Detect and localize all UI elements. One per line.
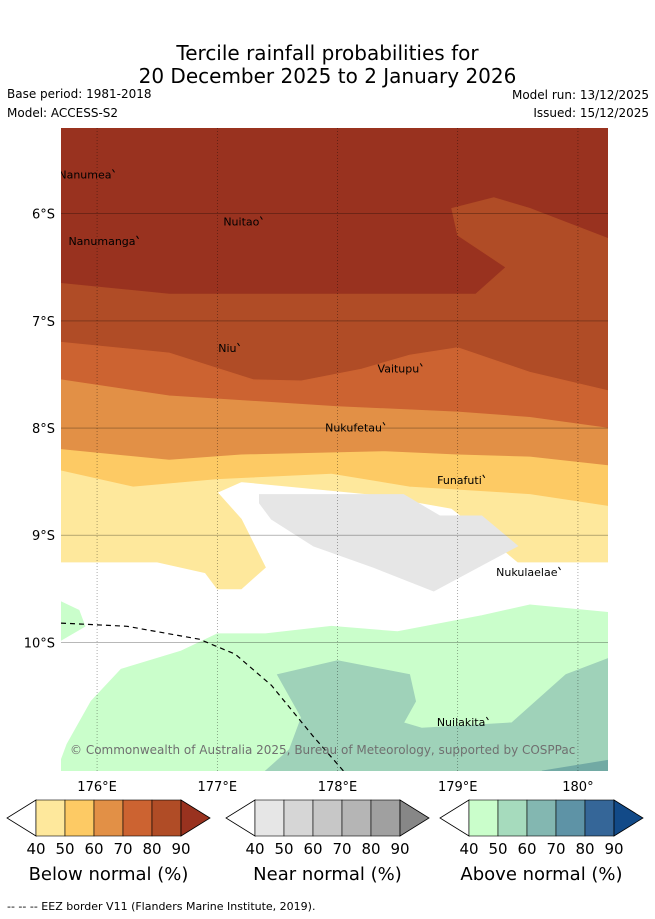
eez-border-line (61, 622, 344, 771)
y-tick-label: 10°S (24, 636, 55, 651)
x-tick-label: 180° (562, 780, 593, 795)
legend-tick-label: 50 (488, 840, 507, 858)
place-label: Nuitao (223, 216, 259, 229)
legend-tick-label: 80 (575, 840, 594, 858)
model-run-text: Model run: 13/12/2025 (511, 88, 649, 102)
legend-tick-label: 40 (459, 840, 478, 858)
y-tick-label: 9°S (32, 529, 55, 544)
legend-tick-label: 60 (84, 840, 103, 858)
legend-low-extension (225, 799, 256, 837)
y-axis-ticks: 6°S 7°S 8°S 9°S 10°S (24, 208, 55, 652)
place-label: Nuilakita (437, 716, 486, 729)
legend-high-extension (613, 799, 644, 837)
legend-swatch (35, 799, 66, 837)
legend-near: 40 50 60 70 80 90 Near normal (%) (225, 799, 430, 885)
legend-low-extension (6, 799, 37, 837)
place-labels: Nanumea Nuitao Nanumanga Niu Vaitupu Nukufeta… (58, 168, 561, 729)
place-label: Nukulaelae (496, 566, 558, 579)
region-above-normal (541, 759, 608, 771)
place-label: Funafuti (437, 474, 482, 487)
copyright-text: © Commonwealth of Australia 2025, Bureau… (70, 743, 575, 757)
island-marker (237, 342, 240, 347)
gridlines (61, 128, 608, 771)
x-tick-label: 178°E (318, 780, 358, 795)
legend-below: 40 50 60 70 80 90 Below normal (%) (6, 799, 211, 885)
legend-swatch (254, 799, 285, 837)
region-near-normal (258, 494, 519, 592)
legend-tick-label: 40 (26, 840, 45, 858)
place-label: Niu (218, 342, 236, 355)
region-above-normal (264, 658, 608, 771)
legend-tick-label: 50 (55, 840, 74, 858)
legend-tick-label: 60 (517, 840, 536, 858)
legend-tick-label: 60 (303, 840, 322, 858)
legend-title: Near normal (%) (253, 864, 402, 885)
legend-tick-label: 70 (113, 840, 132, 858)
probability-regions (61, 128, 608, 771)
place-label: Vaitupu (378, 362, 420, 375)
legend-tick-label: 80 (142, 840, 161, 858)
legend-tick-label: 70 (546, 840, 565, 858)
legend-tick-label: 70 (332, 840, 351, 858)
y-tick-label: 8°S (32, 422, 55, 437)
legend-swatch (283, 799, 314, 837)
x-tick-label: 179°E (438, 780, 478, 795)
x-axis-ticks: 176°E 177°E 178°E 179°E 180° (77, 780, 593, 795)
legend-tick-label: 90 (390, 840, 409, 858)
chart-title-line-1: Tercile rainfall probabilities for (176, 41, 479, 65)
legend-low-extension (439, 799, 470, 837)
legend-swatch (93, 799, 124, 837)
chart-title-line-2: 20 December 2025 to 2 January 2026 (138, 64, 517, 88)
legend-swatch (370, 799, 401, 837)
legend-swatch (468, 799, 499, 837)
legend-tick-label: 90 (604, 840, 623, 858)
legend-tick-label: 40 (245, 840, 264, 858)
island-marker (419, 363, 423, 367)
island-marker (485, 716, 489, 721)
eez-border (61, 622, 344, 771)
legend-high-extension (399, 799, 430, 837)
legend-title: Above normal (%) (460, 864, 622, 885)
legend-swatch (497, 799, 528, 837)
island-marker (558, 566, 561, 571)
legend-swatch (526, 799, 557, 837)
model-text: Model: ACCESS-S2 (7, 106, 119, 120)
legend-tick-label: 90 (171, 840, 190, 858)
y-tick-label: 6°S (32, 208, 55, 223)
legend-swatch (555, 799, 586, 837)
region-above-normal (61, 601, 86, 641)
eez-border-note: -- -- -- EEZ border V11 (Flanders Marine… (7, 900, 316, 913)
legend-swatch (151, 799, 182, 837)
legend-above: 40 50 60 70 80 90 Above normal (%) (439, 799, 644, 885)
legend-swatch (122, 799, 153, 837)
island-marker (112, 169, 115, 173)
island-marker (482, 474, 486, 479)
legend-swatch (64, 799, 95, 837)
x-tick-label: 177°E (198, 780, 238, 795)
legend-high-extension (180, 799, 211, 837)
legends: 40 50 60 70 80 90 Below normal (%) 40 50 60 70 80 90… (6, 799, 644, 885)
issued-text: Issued: 15/12/2025 (533, 106, 649, 120)
legend-tick-label: 50 (274, 840, 293, 858)
x-tick-label: 176°E (77, 780, 117, 795)
y-tick-label: 7°S (32, 315, 55, 330)
island-marker (382, 422, 386, 426)
island-marker (259, 216, 263, 220)
place-label: Nanumea (58, 168, 111, 181)
legend-title: Below normal (%) (29, 864, 189, 885)
island-marker (136, 235, 139, 240)
place-label: Nanumanga (68, 235, 135, 248)
legend-swatch (312, 799, 343, 837)
place-label: Nukufetau (325, 421, 382, 434)
base-period-text: Base period: 1981-2018 (7, 87, 152, 101)
legend-swatch (341, 799, 372, 837)
legend-swatch (584, 799, 615, 837)
legend-tick-label: 80 (361, 840, 380, 858)
